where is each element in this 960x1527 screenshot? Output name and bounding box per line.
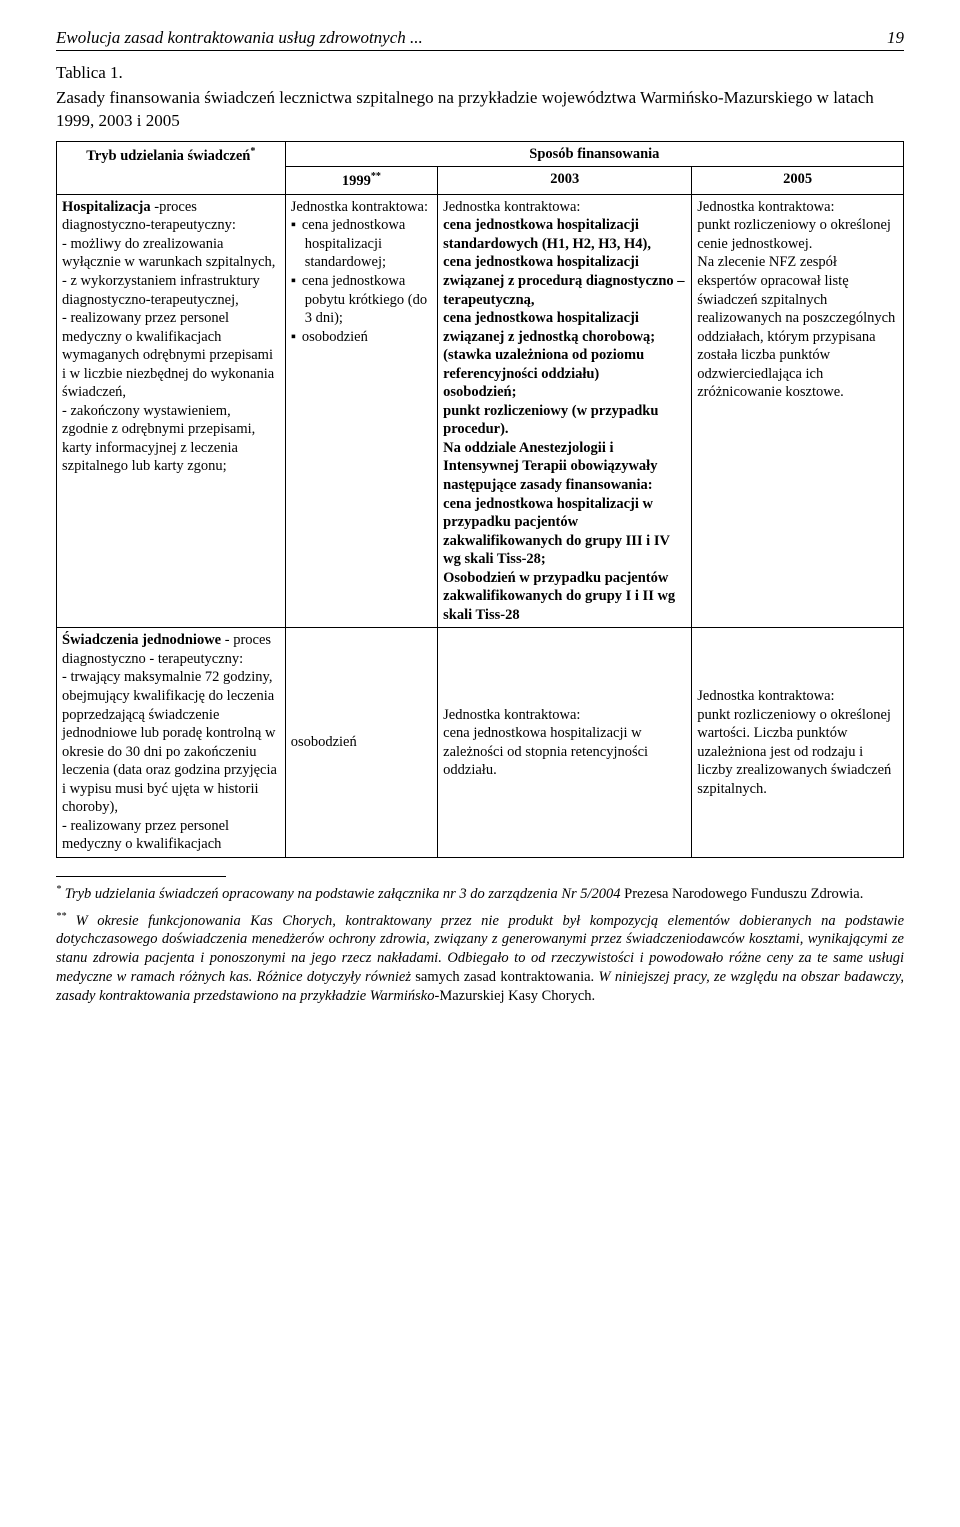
r2c3-lead: Jednostka kontraktowa: <box>697 687 898 706</box>
r2c3-body: punkt rozliczeniowy o określonej wartośc… <box>697 706 898 799</box>
cell-jednodniowe-desc: Świadczenia jednodniowe - proces diagnos… <box>57 628 286 858</box>
table-row: Świadczenia jednodniowe - proces diagnos… <box>57 628 904 858</box>
header-tryb-sup: * <box>250 146 255 157</box>
r1c2-lead: Jednostka kontraktowa: <box>443 198 686 217</box>
fn2-mark: ** <box>56 911 66 922</box>
cell-jednodniowe-2005: Jednostka kontraktowa: punkt rozliczenio… <box>692 628 904 858</box>
r2c1-text: osobodzień <box>291 734 357 750</box>
cell-hospitalizacja-1999: Jednostka kontraktowa: cena jednostkowa … <box>285 194 437 628</box>
table-header-row: Tryb udzielania świadczeń* Sposób finans… <box>57 141 904 167</box>
fn1-mark: * <box>56 884 61 895</box>
r2c2-body: cena jednostkowa hospitalizacji w zależn… <box>443 724 686 780</box>
header-tryb: Tryb udzielania świadczeń* <box>57 141 286 194</box>
jednodniowe-title: Świadczenia jednodniowe <box>62 632 221 648</box>
cell-hospitalizacja-2003: Jednostka kontraktowa: cena jednostkowa … <box>438 194 692 628</box>
page-number: 19 <box>887 28 904 48</box>
r1c1-b2: cena jednostkowa pobytu krótkiego (do 3 … <box>305 272 432 328</box>
table-label: Tablica 1. <box>56 63 904 83</box>
footnote-1: * Tryb udzielania świadczeń opracowany n… <box>56 883 904 904</box>
r1c1-b3: osobodzień <box>305 328 432 347</box>
main-table: Tryb udzielania świadczeń* Sposób finans… <box>56 141 904 858</box>
header-1999-sup: ** <box>371 171 381 182</box>
cell-hospitalizacja-desc: Hospitalizacja -proces diagnostyczno-ter… <box>57 194 286 628</box>
table-title: Zasady finansowania świadczeń lecznictwa… <box>56 87 904 133</box>
cell-jednodniowe-2003: Jednostka kontraktowa: cena jednostkowa … <box>438 628 692 858</box>
header-1999: 1999** <box>285 167 437 194</box>
running-head: Ewolucja zasad kontraktowania usług zdro… <box>56 28 904 51</box>
header-1999-text: 1999 <box>342 173 371 189</box>
page: Ewolucja zasad kontraktowania usług zdro… <box>0 0 960 1046</box>
cell-hospitalizacja-2005: Jednostka kontraktowa: punkt rozliczenio… <box>692 194 904 628</box>
header-tryb-text: Tryb udzielania świadczeń <box>86 148 250 164</box>
r1c1-bullets: cena jednostkowa hospitalizacji standard… <box>291 216 432 346</box>
running-title: Ewolucja zasad kontraktowania usług zdro… <box>56 28 423 48</box>
fn1-roman: Prezesa Narodowego Funduszu Zdrowia. <box>621 886 864 902</box>
header-2005: 2005 <box>692 167 904 194</box>
r1c1-lead: Jednostka kontraktowa: <box>291 198 432 217</box>
r2c2-lead: Jednostka kontraktowa: <box>443 706 686 725</box>
table-row: Hospitalizacja -proces diagnostyczno-ter… <box>57 194 904 628</box>
footnote-2: ** W okresie funkcjonowania Kas Chorych,… <box>56 910 904 1006</box>
hospitalizacja-rest: -proces diagnostyczno-terapeutyczny: - m… <box>62 199 275 475</box>
fn2-roman2: Mazurskiej Kasy Chorych. <box>439 988 595 1004</box>
jednodniowe-rest: - proces diagnostyczno - terapeutyczny: … <box>62 632 277 852</box>
header-sposob: Sposób finansowania <box>285 141 903 167</box>
cell-jednodniowe-1999: osobodzień <box>285 628 437 858</box>
header-2003: 2003 <box>438 167 692 194</box>
fn2-roman1: samych zasad kontraktowania. <box>411 969 598 985</box>
r1c3-lead: Jednostka kontraktowa: <box>697 198 898 217</box>
fn1-italic: Tryb udzielania świadczeń opracowany na … <box>65 886 621 902</box>
hospitalizacja-title: Hospitalizacja <box>62 199 151 215</box>
r1c1-b1: cena jednostkowa hospitalizacji standard… <box>305 216 432 272</box>
r1c3-body: punkt rozliczeniowy o określonej cenie j… <box>697 216 898 401</box>
footnote-rule <box>56 876 226 877</box>
r1c2-body: cena jednostkowa hospitalizacji standard… <box>443 217 684 622</box>
